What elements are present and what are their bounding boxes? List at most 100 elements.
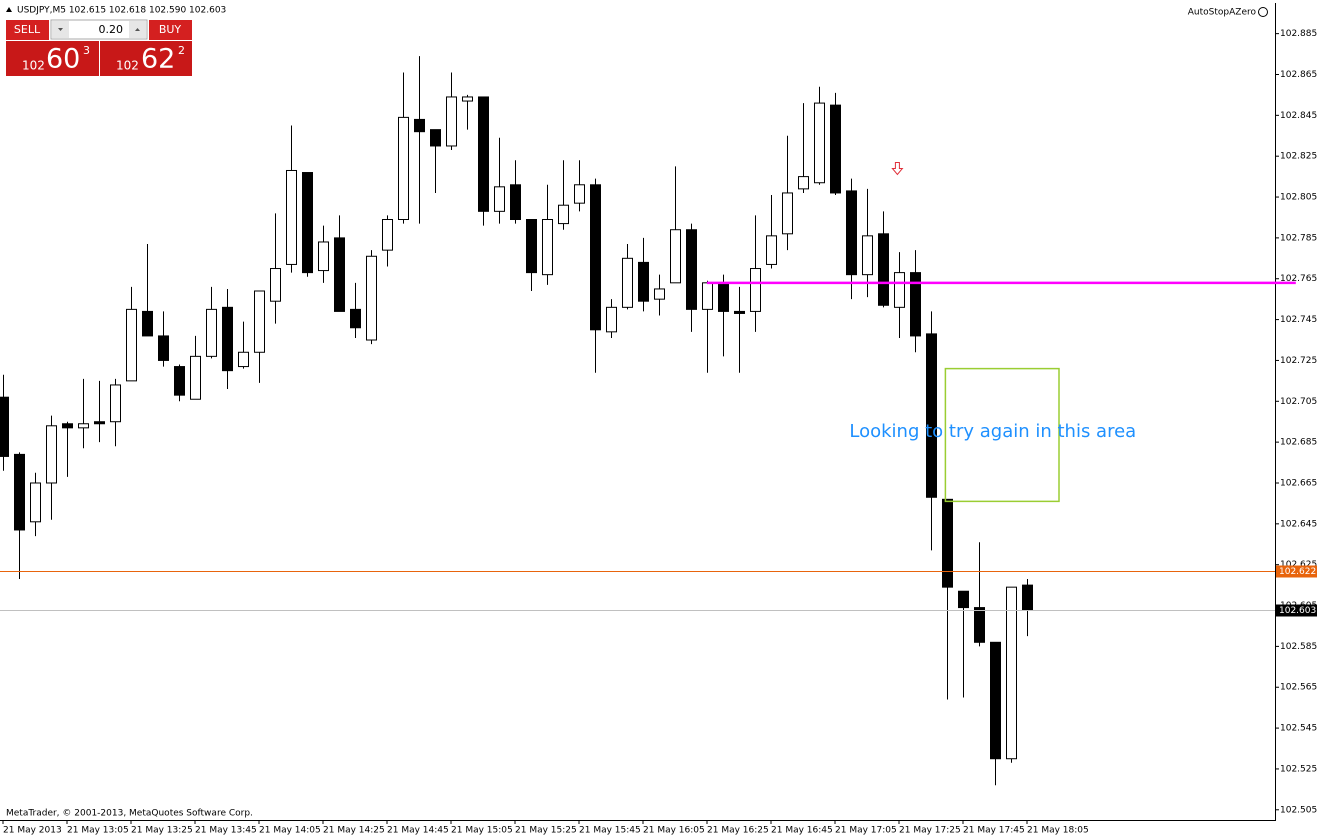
target-box: [944, 367, 1060, 503]
candle-body: [1022, 584, 1033, 611]
y-tick-label: 102.645: [1280, 519, 1317, 529]
x-tick-label: 21 May 14:05: [259, 826, 321, 836]
candle-body: [238, 351, 249, 368]
x-tick-label: 21 May 17:05: [835, 826, 897, 836]
bid-big: 102: [22, 59, 45, 73]
candle-body: [94, 421, 105, 425]
candle-body: [798, 176, 809, 190]
price-label: 102.622: [1279, 567, 1316, 577]
y-tick-label: 102.625: [1280, 560, 1317, 570]
buy-label[interactable]: BUY: [159, 23, 182, 36]
y-tick-label: 102.505: [1280, 805, 1317, 815]
y-tick-label: 102.545: [1280, 724, 1317, 734]
candle-body: [990, 641, 1001, 760]
annotation: Looking to try again in this area: [849, 421, 1136, 442]
footer: MetaTrader, © 2001-2013, MetaQuotes Soft…: [6, 809, 253, 819]
candle-body: [670, 229, 681, 284]
candle-body: [846, 190, 857, 276]
candle-body: [622, 257, 633, 308]
candle-body: [750, 268, 761, 312]
candle-body: [142, 310, 153, 337]
candle-body: [926, 333, 937, 498]
candle-body: [174, 366, 185, 396]
x-tick-label: 21 May 15:05: [451, 826, 513, 836]
candle-body: [526, 219, 537, 274]
candle-body: [974, 607, 985, 643]
y-tick-label: 102.585: [1280, 642, 1317, 652]
candle-body: [14, 453, 25, 531]
candle-body: [206, 308, 217, 357]
candle-body: [462, 96, 473, 102]
y-tick-label: 102.885: [1280, 29, 1317, 39]
candle-body: [686, 229, 697, 310]
y-tick-label: 102.845: [1280, 111, 1317, 121]
x-tick-label: 21 May 17:25: [899, 826, 961, 836]
candle-body: [414, 118, 425, 133]
y-tick-label: 102.665: [1280, 478, 1317, 488]
y-tick-label: 102.805: [1280, 193, 1317, 203]
trade-panel: SELL 0.20 BUY 102 60 3 102 62 2: [6, 19, 192, 76]
x-tick-label: 21 May 13:45: [195, 826, 257, 836]
ask-small: 2: [178, 44, 185, 57]
candle-body: [782, 192, 793, 235]
candle-body: [606, 306, 617, 333]
x-tick-label: 21 May 15:45: [579, 826, 641, 836]
sell-button[interactable]: [6, 20, 49, 40]
candle-body: [430, 129, 441, 147]
candle-body: [30, 482, 41, 523]
price-label: 102.603: [1279, 606, 1316, 616]
candle-body: [1006, 586, 1017, 760]
candle-body: [894, 272, 905, 308]
bid-box[interactable]: [6, 41, 99, 76]
price-label-box: [1276, 604, 1317, 617]
x-tick-label: 21 May 15:25: [515, 826, 577, 836]
candle-body: [718, 282, 729, 312]
collapse-icon[interactable]: [6, 7, 12, 12]
y-tick-label: 102.725: [1280, 356, 1317, 366]
bid-small: 3: [83, 44, 90, 57]
indicator-label: AutoStopAZero: [1188, 8, 1257, 18]
y-tick-label: 102.705: [1280, 397, 1317, 407]
candle-body: [830, 104, 841, 194]
price-label-box: [1276, 565, 1317, 578]
candle-body: [942, 498, 953, 588]
candle-body: [478, 96, 489, 212]
ask-box[interactable]: [100, 41, 192, 76]
candle-body: [0, 396, 9, 457]
lot-value[interactable]: 0.20: [99, 23, 124, 36]
candle-body: [574, 184, 585, 204]
candle-body: [590, 184, 601, 331]
candle-body: [286, 169, 297, 265]
candle-body: [366, 255, 377, 341]
y-tick-label: 102.765: [1280, 274, 1317, 284]
candle-body: [734, 310, 745, 314]
candle-body: [862, 235, 873, 276]
candle-body: [766, 235, 777, 265]
candle-body: [254, 290, 265, 353]
y-tick-label: 102.525: [1280, 764, 1317, 774]
candle-body: [302, 172, 313, 274]
candle-body: [910, 272, 921, 337]
x-tick-label: 21 May 17:45: [963, 826, 1025, 836]
y-tick-label: 102.745: [1280, 315, 1317, 325]
sell-label[interactable]: SELL: [14, 23, 41, 36]
candle-body: [542, 219, 553, 276]
candle-body: [382, 219, 393, 251]
x-tick-label: 21 May 13:05: [67, 826, 129, 836]
candle-body: [958, 590, 969, 609]
candle-body: [46, 425, 57, 484]
candle-body: [190, 355, 201, 400]
x-tick-label: 21 May 2013: [3, 826, 62, 836]
candle-body: [222, 306, 233, 372]
candle-body: [158, 335, 169, 361]
buy-button[interactable]: [149, 20, 192, 40]
candle-body: [318, 241, 329, 272]
lot-field[interactable]: [50, 19, 148, 40]
candle-body: [398, 116, 409, 221]
y-tick-label: 102.825: [1280, 152, 1317, 162]
candle-body: [558, 204, 569, 225]
candle-body: [78, 423, 89, 429]
candle-body: [494, 186, 505, 212]
x-tick-label: 21 May 16:25: [707, 826, 769, 836]
